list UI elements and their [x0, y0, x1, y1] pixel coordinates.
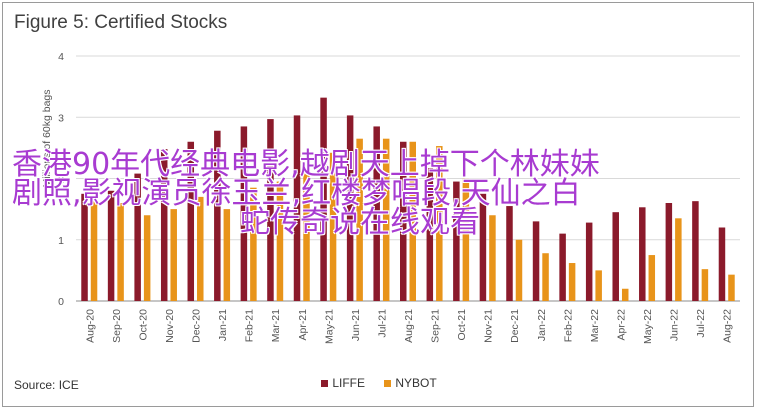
bar-nybot [143, 215, 151, 301]
gridlines [76, 55, 740, 302]
bar-nybot [436, 146, 443, 301]
x-tick-label: Feb-21 [244, 309, 256, 342]
x-tick-label: Jul-22 [695, 309, 707, 338]
bar-liffe [532, 221, 540, 301]
bar-liffe [134, 173, 141, 301]
bar-nybot [223, 209, 231, 301]
bar-liffe [612, 212, 619, 301]
bar-liffe [479, 193, 487, 301]
source-note: Source: ICE [14, 378, 79, 392]
x-tick-label: Feb-22 [562, 309, 574, 342]
x-tick-label: Mar-21 [270, 309, 282, 342]
bar-liffe [585, 222, 593, 301]
y-tick-label: 2 [58, 174, 64, 186]
bar-liffe [346, 115, 354, 301]
y-tick-label: 1 [58, 235, 64, 247]
bar-liffe [160, 149, 168, 301]
bar-liffe [453, 181, 460, 301]
legend-swatch-nybot [384, 380, 392, 388]
bar-nybot [170, 209, 177, 301]
bar-liffe [665, 203, 673, 301]
bar-nybot [382, 138, 390, 301]
x-tick-label: Aug-21 [403, 309, 415, 343]
bar-liffe [639, 207, 646, 301]
bar-liffe [718, 227, 726, 301]
legend-item-nybot: NYBOT [384, 376, 437, 390]
x-tick-label: May-22 [642, 309, 654, 344]
bar-liffe [506, 206, 513, 301]
bar-nybot [542, 253, 549, 301]
x-tick-label: Jun-22 [669, 309, 681, 341]
bar-liffe [107, 190, 115, 301]
y-axis-label: Millions of 60kg bags [41, 89, 53, 187]
bar-liffe [373, 126, 380, 301]
bar-liffe [400, 141, 407, 301]
legend-item-liffe: LIFFE [321, 376, 365, 390]
x-tick-label: Jul-21 [376, 309, 388, 338]
legend-swatch-liffe [321, 380, 329, 388]
x-tick-label: Oct-20 [137, 309, 149, 341]
bar-nybot [303, 171, 310, 301]
x-tick-label: Aug-22 [722, 309, 734, 343]
bar-nybot [462, 178, 470, 301]
bar-nybot [117, 203, 124, 301]
x-tick-label: Aug-20 [84, 309, 96, 343]
bar-liffe [293, 115, 301, 301]
bar-nybot [356, 138, 363, 301]
bar-nybot [648, 255, 656, 301]
y-tick-label: 0 [58, 296, 64, 308]
x-tick-label: Sep-21 [430, 309, 442, 343]
bar-nybot [728, 274, 735, 301]
bar-nybot [329, 152, 337, 301]
bar-nybot [409, 141, 416, 301]
x-tick-label: Sep-20 [111, 309, 123, 343]
bar-nybot [489, 215, 496, 301]
x-tick-label: Jan-21 [217, 309, 229, 341]
x-tick-label: Nov-20 [164, 309, 176, 343]
x-tick-label: Jan-22 [536, 309, 548, 341]
x-tick-label: Apr-22 [615, 309, 627, 341]
bar-nybot [621, 288, 629, 301]
bar-nybot [701, 269, 709, 301]
x-tick-label: Mar-22 [589, 309, 601, 342]
y-tick-label: 3 [58, 112, 64, 124]
bar-liffe [267, 119, 274, 302]
bar-nybot [515, 239, 523, 301]
bars [81, 97, 735, 302]
bar-nybot [250, 187, 257, 301]
bar-nybot [197, 196, 204, 301]
bar-nybot [675, 218, 682, 301]
bar-nybot [90, 199, 98, 301]
overlay-line-2: 剧照,影视演员徐玉兰,红楼梦唱段,天仙之白 [12, 176, 581, 211]
legend: LIFFE NYBOT [0, 376, 758, 390]
chart-title: Figure 5: Certified Stocks [14, 12, 228, 33]
legend-label-liffe: LIFFE [332, 376, 365, 390]
x-tick-label: Oct-21 [456, 309, 468, 341]
x-tick-label: Dec-20 [191, 309, 203, 343]
overlay-line-1: 香港90年代经典电影,越剧天上掉下个林妹妹 [12, 147, 600, 182]
bar-nybot [595, 270, 602, 301]
bar-liffe [81, 193, 88, 301]
x-tick-label: May-21 [323, 309, 335, 344]
x-tick-labels: Aug-20 Sep-20 Oct-20 Nov-20 Dec-20 Jan-21 Feb-… [84, 309, 733, 344]
x-tick-label: Jun-21 [350, 309, 362, 341]
bar-liffe [240, 126, 248, 301]
bar-liffe [692, 201, 699, 301]
watermark-overlay-text: 香港90年代经典电影,越剧天上掉下个林妹妹 剧照,影视演员徐玉兰,红楼梦唱段,天… [12, 147, 712, 240]
bar-liffe [559, 233, 566, 301]
x-tick-label: Dec-21 [509, 309, 521, 343]
overlay-line-3: 蛇传奇说在线观看 [240, 205, 480, 240]
y-tick-labels: 0 1 2 3 4 [58, 51, 64, 308]
y-tick-label: 4 [58, 51, 64, 63]
bar-nybot [568, 263, 576, 301]
x-tick-label: Apr-21 [297, 309, 309, 341]
bar-liffe [187, 141, 195, 301]
x-tick-label: Nov-21 [483, 309, 495, 343]
bar-nybot [276, 181, 284, 301]
bar-liffe [426, 168, 434, 301]
legend-label-nybot: NYBOT [395, 376, 437, 390]
bar-liffe [214, 130, 221, 301]
bar-liffe [320, 97, 327, 302]
